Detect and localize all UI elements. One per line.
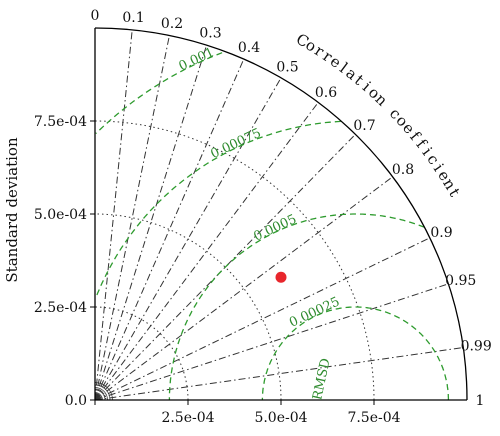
y-axis-title: Standard deviation — [3, 137, 21, 283]
origin-arc — [94, 392, 103, 401]
y-tick-label: 7.5e-04 — [34, 114, 87, 130]
outer-arc — [94, 27, 468, 401]
correlation-tick-label: 0.99 — [461, 339, 492, 355]
correlation-tick-label: 0.1 — [122, 10, 144, 26]
rmsd-contour-layer — [95, 52, 450, 400]
correlation-tick-label: 0.4 — [238, 40, 260, 56]
correlation-tick-label: 0.6 — [315, 85, 337, 101]
x-tick-label: 5.0e-04 — [254, 410, 307, 426]
correlation-line — [94, 347, 464, 401]
x-tick-label: 2.5e-04 — [161, 410, 214, 426]
correlation-tick-label: 0 — [91, 8, 100, 24]
correlation-tick-label: 0.7 — [353, 118, 375, 134]
correlation-line — [94, 58, 245, 401]
correlation-tick-label: 0.9 — [430, 225, 452, 241]
rmsd-contour — [168, 213, 425, 400]
correlation-tick-label: 0.8 — [392, 162, 414, 178]
labels-layer: 0 0.1 0.2 0.3 0.4 0.5 0.6 0.7 0.8 0.9 0.95 0.99 1 0.0… — [34, 8, 492, 426]
correlation-line — [94, 44, 208, 401]
correlation-line — [94, 102, 319, 401]
correlation-line — [94, 133, 356, 401]
correlation-tick-label: 0.95 — [445, 273, 476, 289]
y-tick-label: 2.5e-04 — [34, 300, 87, 316]
y-tick-label: 0.0 — [65, 393, 87, 409]
correlation-line — [94, 77, 282, 401]
rmsd-contour — [261, 306, 450, 400]
correlation-tick-label: 1 — [476, 393, 485, 409]
rmsd-contour — [95, 52, 223, 134]
x-tick-label: 7.5e-04 — [347, 410, 400, 426]
correlation-tick-label: 0.2 — [161, 16, 183, 32]
correlation-line — [94, 283, 449, 401]
origin-arc — [94, 387, 108, 401]
correlation-line — [94, 176, 393, 401]
rmsd-contour-label: 0.001 — [177, 45, 217, 74]
rmsd-contour — [95, 120, 341, 297]
axes-layer — [90, 27, 468, 405]
y-tick-label: 5.0e-04 — [34, 207, 87, 223]
sd-arc — [94, 213, 282, 401]
rmsd-axis-title: RMSD — [310, 357, 333, 402]
data-point — [275, 271, 287, 283]
rmsd-contour-label: 0.00025 — [287, 294, 342, 330]
grid-layer — [94, 29, 464, 401]
correlation-tick-label: 0.3 — [199, 26, 221, 42]
rmsd-contour-label: 0.0005 — [252, 212, 300, 245]
correlation-line — [94, 237, 431, 401]
points-layer — [275, 271, 287, 283]
sd-arc — [94, 120, 375, 401]
correlation-line — [94, 35, 170, 401]
origin-arc — [94, 389, 106, 401]
correlation-tick-label: 0.5 — [276, 60, 298, 76]
correlation-line — [94, 29, 133, 401]
